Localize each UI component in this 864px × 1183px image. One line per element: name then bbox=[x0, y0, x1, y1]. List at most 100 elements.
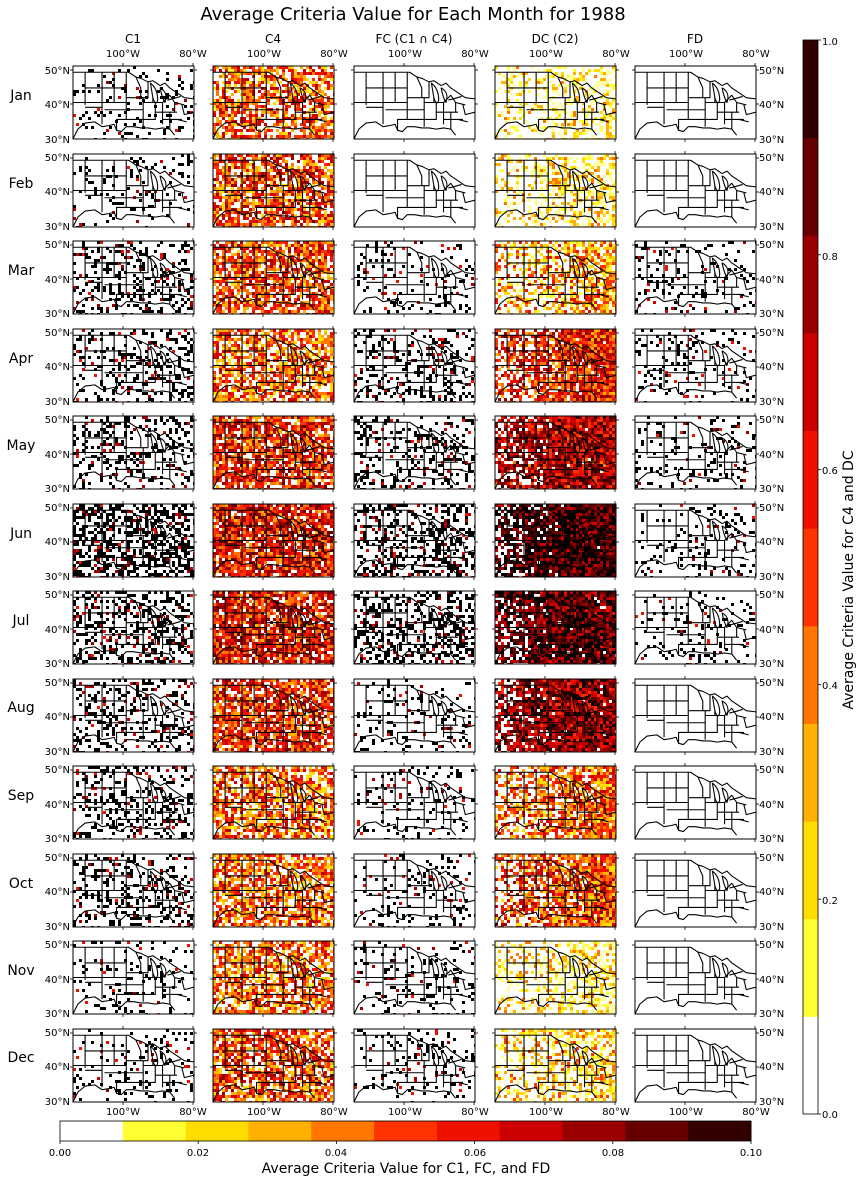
tick-label: 80°W bbox=[461, 49, 489, 60]
tick-label: 100°W bbox=[388, 49, 422, 60]
map-panel bbox=[632, 588, 759, 667]
colorbar-segment bbox=[803, 332, 818, 432]
column-header: DC (C2) bbox=[532, 32, 579, 46]
map-panel bbox=[210, 238, 337, 317]
tick-label: 80°W bbox=[179, 1107, 207, 1118]
tick-label: 80°W bbox=[320, 49, 348, 60]
column-header: FC (C1 ∩ C4) bbox=[376, 32, 453, 46]
data-cells bbox=[495, 504, 616, 577]
data-cells bbox=[73, 679, 194, 752]
tick-label: 40°N bbox=[759, 450, 784, 461]
colorbar-segment bbox=[803, 137, 818, 236]
column-header: C1 bbox=[125, 32, 141, 46]
map-panel bbox=[492, 501, 619, 580]
data-cells bbox=[354, 854, 475, 927]
colorbar-segment bbox=[803, 1016, 818, 1115]
map-panel bbox=[70, 851, 197, 930]
tick-label: 50°N bbox=[759, 678, 784, 689]
left-latitude-ticks: 50°N 40°N 30°N 50°N 40°N 30°N 50°N 40°N … bbox=[45, 66, 70, 1108]
row-label: Mar bbox=[8, 263, 35, 279]
map-panel bbox=[351, 501, 478, 580]
tick-label: 50°N bbox=[45, 66, 70, 77]
map-panel bbox=[210, 938, 337, 1017]
tick-label: 30°N bbox=[45, 747, 70, 758]
row-label: Jan bbox=[9, 88, 32, 104]
map-panel bbox=[70, 326, 197, 405]
tick-label: 100°W bbox=[669, 49, 703, 60]
map-panel bbox=[492, 413, 619, 492]
row-label: Oct bbox=[9, 876, 34, 892]
tick-label: 50°N bbox=[759, 153, 784, 164]
row-label: Nov bbox=[7, 963, 34, 979]
tick-label: 40°N bbox=[45, 537, 70, 548]
map-panel bbox=[632, 1026, 759, 1105]
tick-label: 30°N bbox=[759, 135, 784, 146]
colorbar-segment bbox=[562, 1121, 626, 1141]
column-header: FD bbox=[687, 32, 703, 46]
tick-label: 30°N bbox=[45, 397, 70, 408]
map-panel bbox=[210, 326, 337, 405]
map-panel bbox=[70, 938, 197, 1017]
tick-label: 30°N bbox=[45, 572, 70, 583]
map-panel bbox=[70, 1026, 197, 1105]
tick-label: 30°N bbox=[45, 1009, 70, 1020]
tick-label: 50°N bbox=[759, 503, 784, 514]
colorbar-c4-dc-label: Average Criteria Value for C4 and DC bbox=[841, 450, 857, 709]
tick-label: 50°N bbox=[759, 853, 784, 864]
tick-label: 50°N bbox=[45, 765, 70, 776]
colorbar-segment bbox=[185, 1121, 249, 1141]
colorbar-segment bbox=[803, 528, 818, 627]
tick-label: 30°N bbox=[759, 659, 784, 670]
data-cells bbox=[635, 241, 756, 314]
tick-label: 40°N bbox=[45, 187, 70, 198]
map-panel bbox=[492, 938, 619, 1017]
tick-label: 40°N bbox=[759, 712, 784, 723]
map-panel bbox=[210, 151, 337, 230]
map-panel bbox=[632, 238, 759, 317]
data-cells bbox=[73, 416, 194, 489]
map-panel bbox=[632, 763, 759, 842]
tick-label: 40°N bbox=[759, 187, 784, 198]
column-header: C4 bbox=[265, 32, 281, 46]
tick-label: 80°W bbox=[742, 1107, 770, 1118]
colorbar-c1-fc-fd bbox=[59, 1120, 752, 1144]
map-panel bbox=[492, 151, 619, 230]
tick-label: 40°N bbox=[45, 975, 70, 986]
tick-label: 100°W bbox=[388, 1107, 422, 1118]
tick-label: 40°N bbox=[45, 450, 70, 461]
colorbar-tick-label: 0.6 bbox=[822, 466, 838, 477]
map-panel bbox=[70, 763, 197, 842]
map-panel bbox=[210, 588, 337, 667]
tick-label: 40°N bbox=[759, 800, 784, 811]
tick-label: 40°N bbox=[759, 975, 784, 986]
tick-label: 50°N bbox=[45, 503, 70, 514]
map-panel bbox=[351, 1026, 478, 1105]
data-cells bbox=[213, 329, 334, 402]
tick-label: 50°N bbox=[45, 328, 70, 339]
tick-label: 30°N bbox=[759, 834, 784, 845]
tick-label: 30°N bbox=[45, 135, 70, 146]
map-panel bbox=[351, 413, 478, 492]
map-panel bbox=[351, 676, 478, 755]
tick-label: 50°N bbox=[759, 590, 784, 601]
tick-label: 100°W bbox=[106, 1107, 140, 1118]
tick-label: 40°N bbox=[759, 275, 784, 286]
data-cells bbox=[213, 679, 334, 752]
tick-label: 40°N bbox=[45, 887, 70, 898]
tick-label: 30°N bbox=[45, 1097, 70, 1108]
data-cells bbox=[635, 329, 756, 402]
map-panel bbox=[351, 63, 478, 142]
tick-label: 80°W bbox=[602, 49, 630, 60]
tick-label: 40°N bbox=[45, 800, 70, 811]
tick-label: 30°N bbox=[45, 309, 70, 320]
colorbar-segment bbox=[122, 1121, 187, 1141]
tick-label: 40°N bbox=[45, 1062, 70, 1073]
tick-label: 30°N bbox=[759, 922, 784, 933]
map-panel bbox=[351, 238, 478, 317]
colorbar-segment bbox=[803, 40, 818, 139]
row-label: Jun bbox=[9, 526, 32, 542]
tick-label: 30°N bbox=[45, 484, 70, 495]
map-panel bbox=[210, 63, 337, 142]
map-panel bbox=[632, 501, 759, 580]
